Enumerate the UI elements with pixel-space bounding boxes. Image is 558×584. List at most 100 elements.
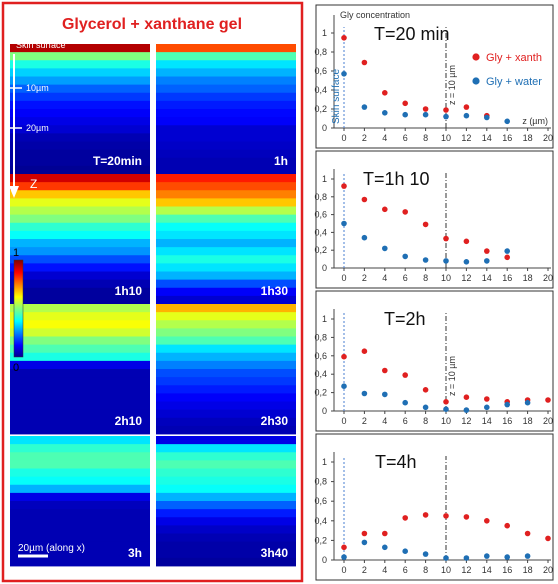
heatmap-row (10, 198, 150, 207)
skin-surface-label: Skin surface (16, 40, 66, 50)
x-tick-label: 12 (461, 565, 471, 575)
data-point (402, 111, 409, 118)
heatmap-row (10, 239, 150, 248)
heatmap-row (156, 393, 296, 402)
heatmap-row (156, 312, 296, 321)
heatmap-row (156, 133, 296, 142)
data-point (361, 104, 368, 110)
heatmap-tile: 2h30 (156, 304, 296, 435)
heatmap-row (10, 109, 150, 118)
heatmap-tile: 3h40 (156, 436, 296, 567)
heatmap-row (10, 509, 150, 518)
y-tick-label: 0,2 (314, 104, 327, 114)
data-point (382, 110, 388, 116)
heatmap-row (156, 174, 296, 183)
heatmap-row (10, 549, 150, 559)
data-point (422, 404, 429, 411)
data-point (361, 59, 368, 66)
chart-frame (315, 4, 554, 149)
skin-surface-label: Skin surface (331, 69, 342, 124)
heatmap-row (156, 541, 296, 551)
y-tick-label: 1 (322, 28, 327, 38)
x-tick-label: 20 (543, 416, 553, 426)
heatmap-row (156, 44, 296, 53)
tile-time-label: T=20min (93, 154, 142, 168)
heatmap-row (156, 377, 296, 386)
tile-time-label: 1h10 (115, 284, 143, 298)
data-point (382, 245, 388, 252)
scatter-chart: 00,20,40,60,810 2 4 6 8 10 12 14 16 18 20z = 10 µm… (314, 290, 554, 432)
x-tick-label: 2 (362, 133, 367, 143)
data-point (504, 118, 511, 125)
heatmap-row (10, 52, 150, 61)
x-tick-label: 8 (423, 273, 428, 283)
data-point (443, 258, 449, 264)
x-tick-label: 16 (502, 273, 512, 283)
heatmap-row (10, 517, 150, 526)
heatmap-row (156, 100, 296, 110)
chart-title: T=20 min (374, 24, 450, 44)
heatmap-row (10, 385, 150, 394)
x-tick-label: 18 (523, 565, 533, 575)
heatmap-row (156, 279, 296, 289)
x-tick-label: 14 (482, 273, 492, 283)
heatmap-row (156, 417, 296, 427)
heatmap-row (156, 476, 296, 486)
data-point (504, 554, 511, 560)
x-tick-label: 6 (403, 273, 408, 283)
heatmap-row (156, 165, 296, 175)
data-point (524, 530, 531, 537)
heatmap-row (10, 84, 150, 94)
y-tick-label: 0,4 (314, 227, 327, 237)
data-point (463, 394, 470, 401)
data-point (545, 535, 551, 542)
heatmap-row (10, 149, 150, 159)
heatmap-row (156, 549, 296, 559)
data-point (443, 113, 449, 120)
heatmap-row (10, 352, 150, 362)
x-tick-label: 4 (382, 273, 387, 283)
tile-time-label: 1h30 (261, 284, 289, 298)
heatmap-row (156, 271, 296, 281)
heatmap-row (10, 247, 150, 256)
x-tick-label: 6 (403, 133, 408, 143)
heatmap-row (10, 117, 150, 126)
legend-marker (472, 53, 480, 61)
colorbar-min-label: 0 (13, 362, 19, 374)
heatmap-row (10, 541, 150, 551)
heatmap-tiles: T=20min 1h 1h10 1h30 2h10 2h30 3h 3h40 (10, 44, 296, 567)
heatmap-tile: 1h30 (156, 174, 296, 305)
heatmap-row (10, 436, 150, 445)
data-point (341, 183, 347, 189)
heatmap-row (156, 295, 296, 305)
x-tick-label: 12 (461, 133, 471, 143)
x-tick-label: 4 (382, 416, 387, 426)
heatmap-row (10, 279, 150, 289)
tile-time-label: 3h40 (261, 546, 289, 560)
data-point (382, 544, 388, 551)
heatmap-row (10, 125, 150, 134)
data-point (422, 551, 429, 557)
x-tick-label: 2 (362, 273, 367, 283)
data-point (545, 397, 551, 403)
depth-axis-label: Z (30, 177, 37, 191)
data-point (382, 530, 388, 537)
legend-label: Gly + water (486, 76, 542, 88)
heatmap-row (156, 401, 296, 411)
heatmap-row (10, 336, 150, 346)
data-point (484, 114, 490, 121)
data-point (402, 515, 409, 521)
heatmap-row (156, 468, 296, 478)
heatmap-tile: 1h10 (10, 174, 150, 305)
heatmap-row (156, 328, 296, 337)
data-point (361, 539, 368, 546)
y-tick-label: 0 (322, 123, 327, 133)
data-point (463, 259, 470, 265)
heatmap-row (156, 214, 296, 224)
heatmap-row (10, 76, 150, 86)
heatmap-row (10, 222, 150, 232)
x-tick-label: 12 (461, 416, 471, 426)
heatmap-row (10, 287, 150, 297)
data-point (402, 100, 409, 107)
